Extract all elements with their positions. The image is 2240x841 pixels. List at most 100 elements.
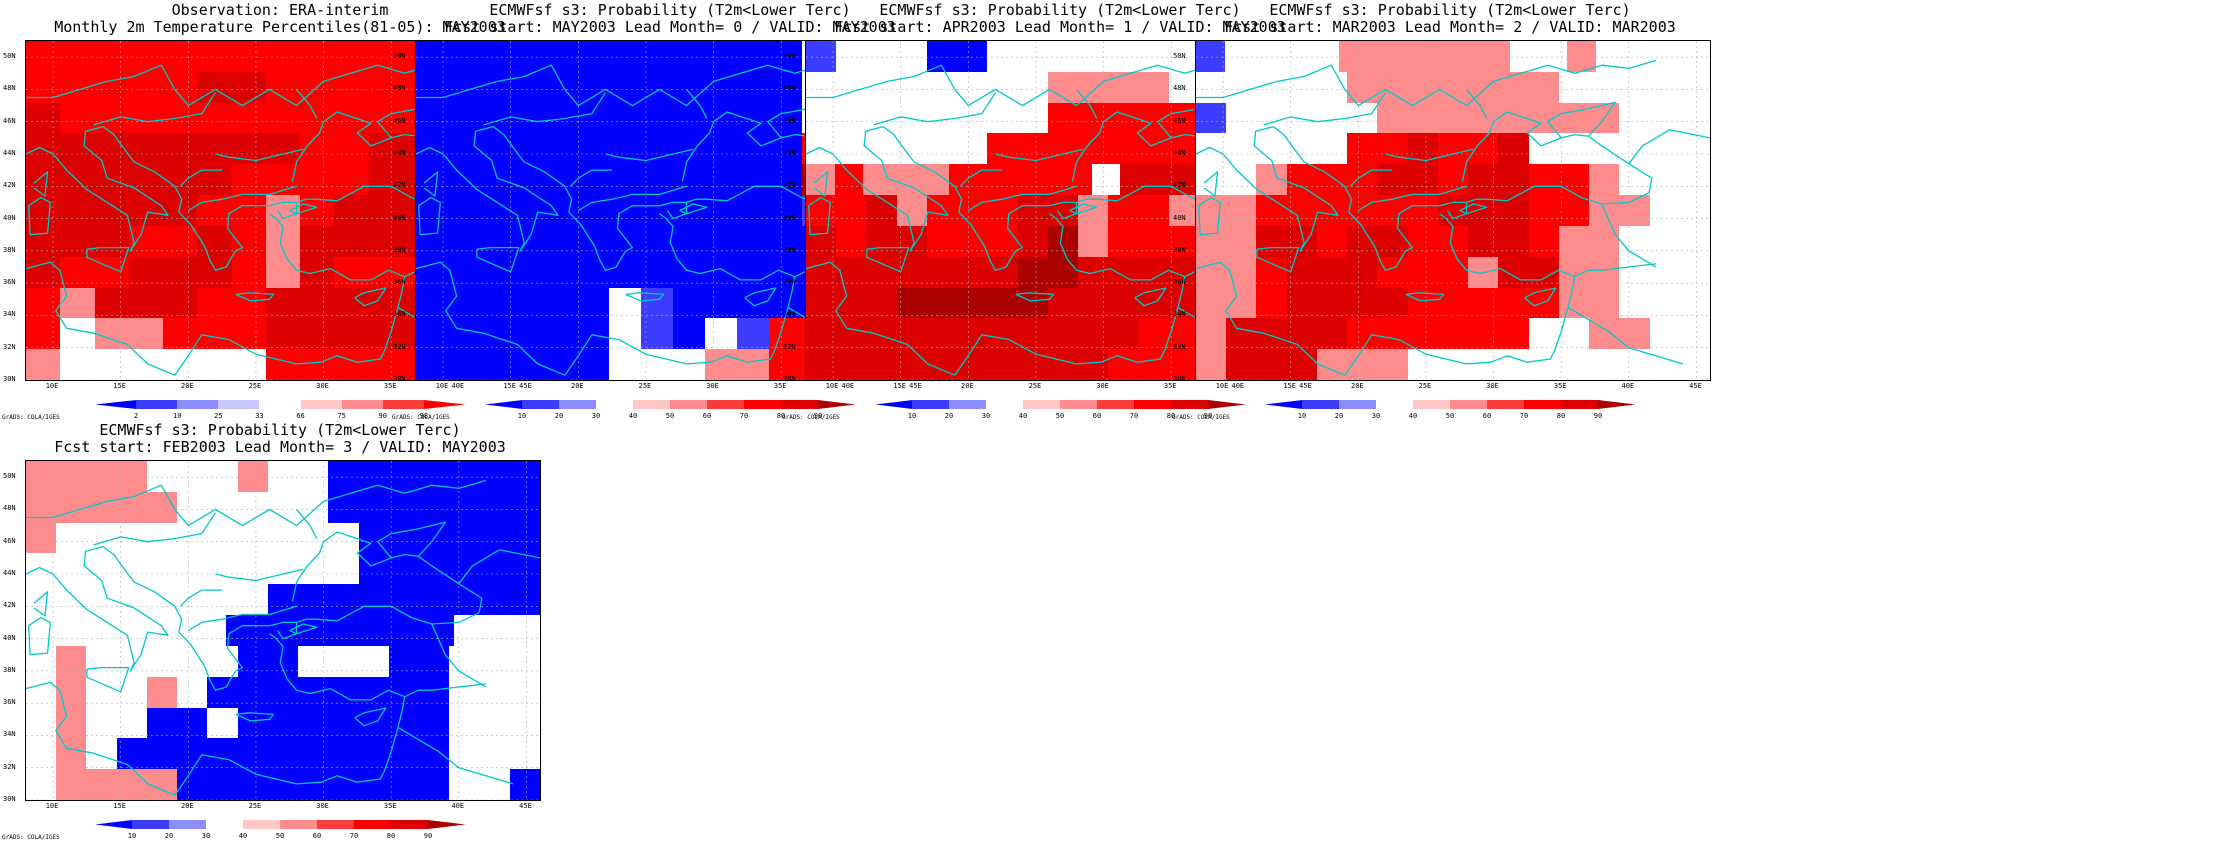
map-cell xyxy=(359,492,389,523)
map-cell xyxy=(359,769,389,800)
colorbar-swatch xyxy=(1208,400,1246,409)
map-cell xyxy=(369,226,403,257)
colorbar-swatch xyxy=(95,400,137,409)
lat-label: 30N xyxy=(1173,375,1186,383)
colorbar-swatch xyxy=(1265,400,1303,409)
map-cell xyxy=(389,584,419,615)
map-cell xyxy=(147,492,177,523)
map-cell xyxy=(1139,349,1169,380)
map-cell xyxy=(1139,195,1169,226)
map-cell xyxy=(419,708,449,738)
map-cell xyxy=(334,103,369,133)
map-cell xyxy=(95,72,129,103)
map-cell xyxy=(416,226,448,257)
coastline xyxy=(1344,59,1657,107)
map-cell xyxy=(927,288,957,318)
map-cell xyxy=(1498,133,1529,164)
lat-label: 38N xyxy=(3,665,16,674)
coastline xyxy=(1198,196,1221,236)
map-cell xyxy=(147,769,177,800)
map-cell xyxy=(129,103,163,133)
map-cell xyxy=(1498,288,1529,318)
coastline xyxy=(476,246,520,273)
map-cell xyxy=(957,41,987,72)
map-cell xyxy=(480,164,512,195)
map-cell xyxy=(1108,349,1139,380)
lat-label: 50N xyxy=(3,472,16,481)
map-cell xyxy=(163,318,197,349)
map-cell xyxy=(806,288,836,318)
map-cell xyxy=(609,103,641,133)
map-cell xyxy=(769,318,802,349)
colorbar-label: 80 xyxy=(1556,412,1566,420)
map-cell xyxy=(927,257,957,288)
map-cell xyxy=(512,41,545,72)
lat-label: 38N xyxy=(3,245,16,254)
map-cell xyxy=(448,288,480,318)
coastline xyxy=(1263,92,1386,126)
map-cell xyxy=(369,133,403,164)
map-cell xyxy=(86,492,117,523)
map-cell xyxy=(1589,288,1619,318)
lat-label: 40N xyxy=(393,213,406,222)
map-cell xyxy=(1408,226,1438,257)
coastline xyxy=(416,213,796,376)
colorbar-swatch xyxy=(986,400,1024,409)
map-cell xyxy=(1149,164,1177,195)
map-cell xyxy=(334,164,369,195)
map-cell xyxy=(1498,257,1529,288)
colorbar-swatch xyxy=(218,400,260,409)
map-cell xyxy=(1196,318,1226,349)
colorbar-swatch xyxy=(1097,400,1135,409)
map-cell xyxy=(197,318,232,349)
panel-title: ECMWFsf s3: Probability (T2m<Lower Terc) xyxy=(1269,1,1631,19)
lat-label: 34N xyxy=(3,730,16,739)
colorbar-label: 66 xyxy=(296,412,305,420)
map-cell xyxy=(480,72,512,103)
map-cell xyxy=(927,226,957,257)
lat-label: 46N xyxy=(3,536,16,545)
map-cell xyxy=(197,164,232,195)
map-cell xyxy=(737,103,769,133)
map-cell xyxy=(1529,164,1559,195)
colorbar-label: 70 xyxy=(349,832,359,840)
coastline xyxy=(277,202,298,220)
map-cell xyxy=(510,553,540,584)
panel-subtitle: Fcst start: APR2003 Lead Month= 1 / VALI… xyxy=(834,18,1286,36)
map-cell xyxy=(266,226,300,257)
map-cell xyxy=(641,318,673,349)
coastline xyxy=(354,287,387,307)
colorbar-label: 50 xyxy=(275,832,285,840)
map-cell xyxy=(117,461,147,492)
map-cell xyxy=(1048,288,1078,318)
map-cell xyxy=(480,523,510,553)
lon-label: 25E xyxy=(638,382,652,390)
map-cell xyxy=(1048,349,1078,380)
colorbar-label: 30 xyxy=(201,832,211,840)
map-cell xyxy=(949,164,977,195)
map-cell xyxy=(416,257,448,288)
coastline xyxy=(277,622,298,640)
map-cell xyxy=(86,769,117,800)
lon-label: 20E xyxy=(570,382,584,390)
colorbar-label: 40 xyxy=(1408,412,1418,420)
map-cell xyxy=(866,257,897,288)
map-cell xyxy=(1169,288,1199,318)
coastline xyxy=(1076,88,1098,119)
colorbar-label: 30 xyxy=(591,412,601,420)
map-cell xyxy=(1078,103,1108,133)
colorbar-swatch xyxy=(1487,400,1525,409)
map-cell xyxy=(1078,318,1108,349)
map-cell xyxy=(389,646,419,677)
lon-label: 15E xyxy=(503,382,516,390)
coastline xyxy=(404,683,486,698)
lon-label: 20E xyxy=(180,802,194,810)
lat-label: 44N xyxy=(3,149,16,157)
grads-credit: GrADS: COLA/IGES xyxy=(2,834,60,841)
map-cell xyxy=(769,72,802,103)
map-cell xyxy=(987,318,1018,349)
colorbar-label: 80 xyxy=(386,832,396,840)
map-cell xyxy=(480,41,512,72)
panel-lead-3: ECMWFsf s3: Probability (T2m<Lower Terc)… xyxy=(0,420,560,841)
map-cell xyxy=(1408,164,1438,195)
